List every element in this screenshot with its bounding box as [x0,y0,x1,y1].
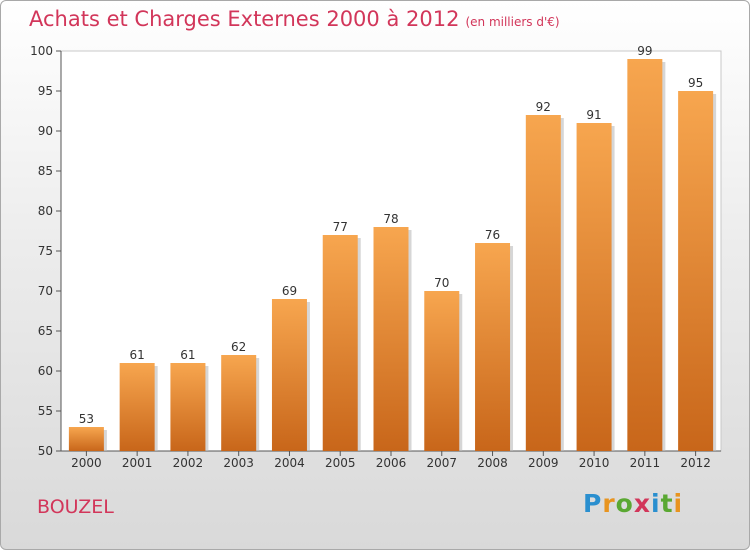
bar-value-label: 61 [180,348,195,362]
bar-value-label: 61 [130,348,145,362]
x-tick-label: 2003 [223,456,254,470]
logo-letter: P [583,489,603,518]
logo-letter: i [673,489,684,518]
bar [68,427,104,451]
x-tick-label: 2005 [325,456,356,470]
bar-value-label: 70 [434,276,449,290]
bar-value-label: 78 [383,212,398,226]
x-tick-label: 2007 [426,456,457,470]
bar-value-label: 91 [586,108,601,122]
y-tick-label: 70 [38,284,53,298]
y-tick-label: 75 [38,244,53,258]
y-tick-label: 65 [38,324,53,338]
title-text: Achats et Charges Externes 2000 à 2012 [29,7,460,31]
chart-subtitle: (en milliers d'€) [465,15,560,29]
logo-letter: i [651,489,661,518]
y-tick-label: 50 [38,444,53,458]
x-tick-label: 2009 [528,456,559,470]
bar [475,243,511,451]
y-tick-label: 95 [38,84,53,98]
bar [627,59,663,451]
bar-value-label: 62 [231,340,246,354]
x-tick-label: 2008 [477,456,508,470]
x-tick-label: 2011 [630,456,661,470]
y-tick-label: 55 [38,404,53,418]
y-tick-label: 90 [38,124,53,138]
bar [221,355,257,451]
bar [424,291,460,451]
chart-title: Achats et Charges Externes 2000 à 2012 (e… [29,7,560,31]
x-tick-label: 2000 [71,456,102,470]
y-tick-label: 100 [30,44,53,58]
x-tick-label: 2001 [122,456,153,470]
bar [170,363,206,451]
logo-letter: o [615,489,634,518]
bar-value-label: 95 [688,76,703,90]
bar-value-label: 92 [536,100,551,114]
bar-value-label: 76 [485,228,500,242]
y-tick-label: 80 [38,204,53,218]
logo-letter: t [660,489,674,518]
y-tick-label: 60 [38,364,53,378]
y-tick-label: 85 [38,164,53,178]
logo-letter: x [633,489,651,518]
place-name: BOUZEL [37,496,114,518]
bar-value-label: 53 [79,412,94,426]
x-tick-label: 2006 [376,456,407,470]
x-tick-label: 2012 [680,456,711,470]
bar-value-label: 69 [282,284,297,298]
x-tick-label: 2010 [579,456,610,470]
bar [271,299,307,451]
bar [525,115,561,451]
bar [678,91,714,451]
x-tick-label: 2004 [274,456,305,470]
x-tick-label: 2002 [173,456,204,470]
bar [119,363,155,451]
bar [576,123,612,451]
proxiti-logo: Proxiti [583,489,683,518]
bar [322,235,358,451]
bar-value-label: 99 [637,44,652,58]
bar [373,227,409,451]
logo-letter: r [602,489,616,518]
bar-value-label: 77 [333,220,348,234]
